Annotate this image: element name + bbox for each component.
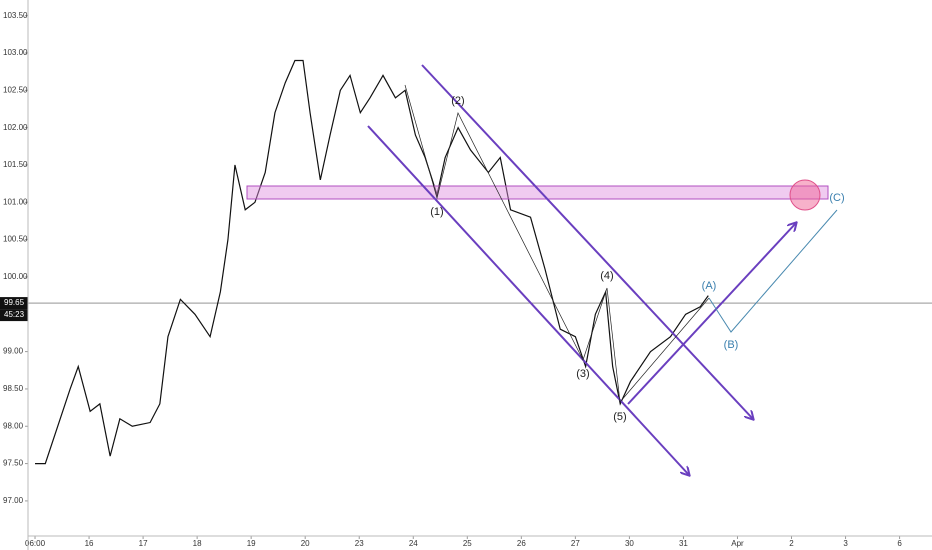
wave-label: (A): [702, 280, 717, 292]
x-tick-label: 19: [247, 539, 256, 548]
wave-projection: [708, 209, 838, 333]
x-tick-label: 26: [517, 539, 526, 548]
y-tick-label: 97.50: [3, 459, 24, 468]
x-tick-label: 27: [571, 539, 580, 548]
channel-upper: [421, 64, 753, 419]
wave-label: (5): [613, 411, 626, 423]
y-tick-label: 99.00: [3, 347, 24, 356]
wave-label: (C): [829, 192, 844, 204]
wave-label: (B): [724, 339, 739, 351]
y-tick-label: 100.00: [3, 272, 28, 281]
countdown-tag: [0, 309, 28, 322]
x-tick-label: Apr: [731, 539, 744, 548]
wave-label: (1): [430, 206, 443, 218]
x-tick-label: 16: [85, 539, 94, 548]
x-tick-label: 2: [789, 539, 794, 548]
y-tick-label: 100.50: [3, 235, 28, 244]
wave-label: (2): [451, 95, 464, 107]
x-tick-label: 24: [409, 539, 418, 548]
y-tick-label: 98.50: [3, 384, 24, 393]
y-tick-label: 103.00: [3, 48, 28, 57]
wave-label: (3): [576, 368, 589, 380]
y-tick-label: 103.50: [3, 11, 28, 20]
up-arrow: [627, 223, 796, 405]
y-tick-label: 101.00: [3, 197, 28, 206]
wave-count: [404, 84, 710, 403]
plot-area: 97.0097.5098.0098.5099.0099.50100.00100.…: [0, 11, 932, 548]
y-tick-label: 102.50: [3, 85, 28, 94]
wave-label: (4): [600, 270, 613, 282]
y-tick-label: 97.00: [3, 496, 24, 505]
x-tick-label: 18: [193, 539, 202, 548]
x-tick-label: 17: [139, 539, 148, 548]
x-tick-label: 25: [463, 539, 472, 548]
x-tick-label: 06:00: [25, 539, 46, 548]
x-tick-label: 30: [625, 539, 634, 548]
target-circle: [789, 179, 821, 211]
x-tick-label: 3: [843, 539, 848, 548]
countdown-label: 45:23: [4, 310, 25, 319]
price-line: [35, 59, 709, 465]
y-tick-label: 98.00: [3, 421, 24, 430]
x-tick-label: 31: [679, 539, 688, 548]
y-tick-label: 102.00: [3, 123, 28, 132]
x-tick-label: 23: [355, 539, 364, 548]
x-tick-label: 20: [301, 539, 310, 548]
resistance-zone: [246, 185, 829, 200]
price-tag-label: 99.65: [4, 298, 25, 307]
price-tag: [0, 297, 28, 310]
channel-lower: [367, 125, 689, 475]
y-tick-label: 101.50: [3, 160, 28, 169]
x-tick-label: 6: [897, 539, 902, 548]
